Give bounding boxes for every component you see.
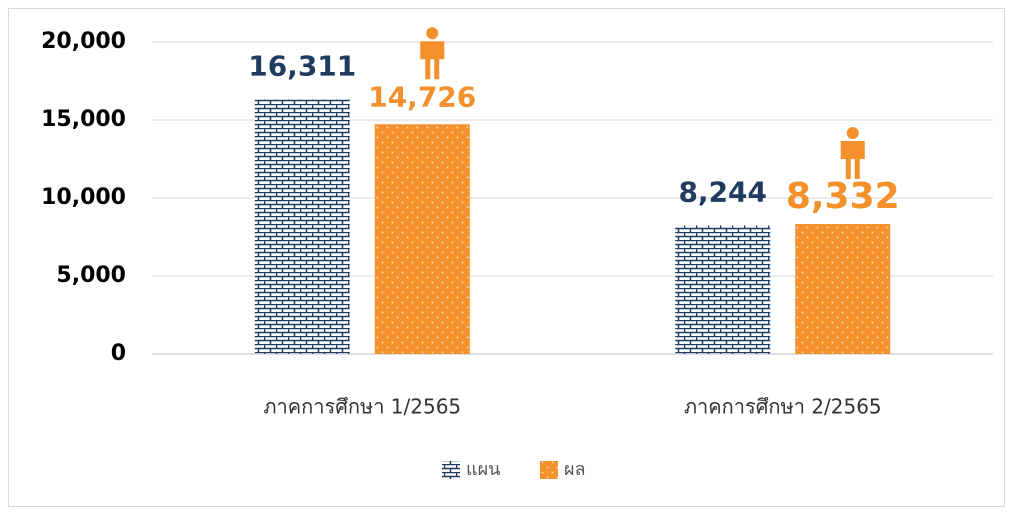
person-icon [420,27,445,80]
bar [675,225,771,354]
y-tick-label: 20,000 [41,29,126,54]
x-tick-label: ภาคการศึกษา 2/2565 [684,395,882,419]
bar [795,224,891,354]
y-tick-label: 15,000 [41,107,126,132]
y-tick-label: 5,000 [56,263,126,288]
y-tick-label: 10,000 [41,185,126,210]
person-body [840,141,865,180]
bar [374,124,470,354]
person-head [846,127,859,140]
person-body [420,41,445,80]
legend-swatch [442,461,460,479]
person-head [426,27,439,40]
value-label: 8,332 [786,176,900,217]
x-tick-label: ภาคการศึกษา 1/2565 [263,395,461,419]
bar [254,99,350,354]
legend-label: ผล [564,459,586,480]
value-label: 8,244 [678,175,767,208]
value-label: 14,726 [368,80,476,113]
y-tick-label: 0 [111,341,126,366]
legend-swatch [540,461,558,479]
person-icon [840,127,865,180]
legend-label: แผน [466,459,500,480]
value-label: 16,311 [248,50,356,83]
